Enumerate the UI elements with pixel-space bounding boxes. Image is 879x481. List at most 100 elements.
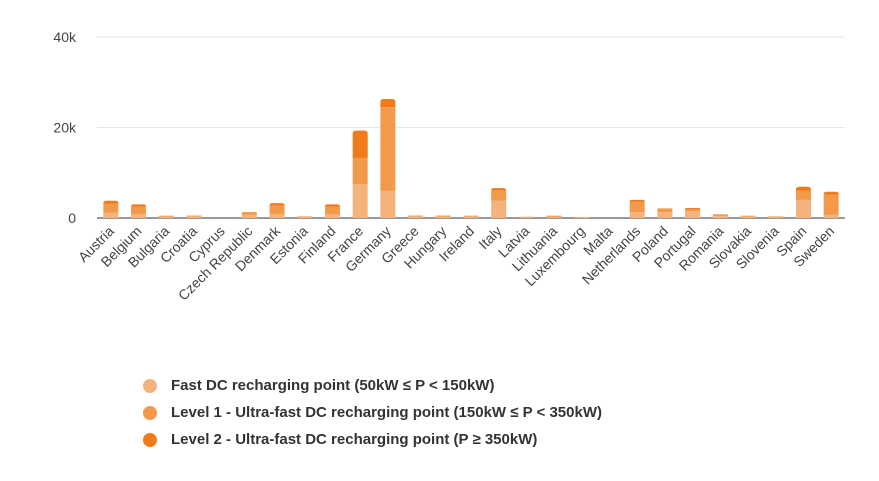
bar-stack[interactable]	[241, 212, 257, 218]
bar-segment[interactable]	[324, 204, 340, 207]
bar-stack[interactable]	[186, 215, 202, 218]
bar-segment[interactable]	[297, 216, 313, 218]
bar-segment[interactable]	[768, 216, 784, 217]
bar-stack[interactable]	[269, 203, 285, 218]
bar-stack[interactable]	[324, 204, 340, 218]
bar-segment[interactable]	[823, 194, 839, 215]
bar-segment[interactable]	[712, 214, 728, 215]
bar-stack[interactable]	[297, 216, 313, 218]
bar-segment[interactable]	[629, 201, 645, 213]
bar-segment[interactable]	[491, 200, 507, 218]
bar-segment[interactable]	[241, 212, 257, 213]
bar-segment[interactable]	[269, 203, 285, 206]
bar-segment[interactable]	[768, 216, 784, 218]
bar-segment[interactable]	[795, 186, 811, 191]
bar-segment[interactable]	[491, 190, 507, 201]
bar-segment[interactable]	[740, 215, 756, 217]
bar-segment[interactable]	[408, 216, 424, 218]
bar-segment[interactable]	[629, 212, 645, 218]
bar-segment[interactable]	[657, 208, 673, 210]
bar-segment[interactable]	[352, 184, 368, 218]
bar-segment[interactable]	[574, 217, 590, 218]
bar-stack[interactable]	[131, 204, 147, 218]
bar-stack[interactable]	[768, 216, 784, 218]
bar-segment[interactable]	[463, 215, 479, 217]
bar-segment[interactable]	[380, 107, 396, 191]
bar-segment[interactable]	[186, 215, 202, 217]
bar-segment[interactable]	[685, 208, 701, 212]
bar-segment[interactable]	[324, 206, 340, 215]
bar-segment[interactable]	[352, 157, 368, 185]
bar-segment[interactable]	[823, 214, 839, 218]
bar-segment[interactable]	[103, 212, 119, 218]
bar-segment[interactable]	[186, 215, 202, 217]
bar-segment[interactable]	[518, 216, 534, 218]
bar-stack[interactable]	[435, 215, 451, 218]
bar-segment[interactable]	[158, 215, 174, 217]
legend-item-fast-dc[interactable]: Fast DC recharging point (50kW ≤ P < 150…	[143, 372, 602, 399]
bar-stack[interactable]	[740, 215, 756, 218]
bar-segment[interactable]	[546, 215, 562, 217]
bar-segment[interactable]	[491, 188, 507, 191]
bar-segment[interactable]	[823, 191, 839, 195]
bar-segment[interactable]	[103, 200, 119, 204]
bar-segment[interactable]	[463, 215, 479, 217]
bar-segment[interactable]	[269, 213, 285, 218]
bar-stack[interactable]	[408, 215, 424, 218]
bar-segment[interactable]	[657, 212, 673, 218]
bar-segment[interactable]	[158, 215, 174, 217]
bar-segment[interactable]	[297, 216, 313, 217]
bar-stack[interactable]	[685, 208, 701, 218]
bar-segment[interactable]	[435, 215, 451, 217]
bar-segment[interactable]	[685, 208, 701, 209]
bar-segment[interactable]	[740, 216, 756, 218]
bar-segment[interactable]	[131, 206, 147, 214]
legend-item-level-1[interactable]: Level 1 - Ultra-fast DC recharging point…	[143, 399, 602, 426]
bar-segment[interactable]	[712, 214, 728, 217]
bar-stack[interactable]	[491, 188, 507, 218]
bar-segment[interactable]	[380, 190, 396, 218]
bar-stack[interactable]	[574, 217, 590, 219]
bar-segment[interactable]	[324, 214, 340, 218]
bar-segment[interactable]	[269, 205, 285, 214]
bar-segment[interactable]	[657, 209, 673, 213]
bar-segment[interactable]	[352, 130, 368, 158]
bar-segment[interactable]	[241, 214, 257, 218]
bar-segment[interactable]	[103, 203, 119, 213]
bar-segment[interactable]	[297, 217, 313, 218]
bar-segment[interactable]	[518, 217, 534, 218]
bar-segment[interactable]	[518, 216, 534, 218]
bar-segment[interactable]	[158, 216, 174, 218]
bar-segment[interactable]	[380, 98, 396, 108]
bar-stack[interactable]	[103, 200, 119, 218]
bar-segment[interactable]	[131, 204, 147, 207]
bar-stack[interactable]	[158, 215, 174, 218]
bar-stack[interactable]	[629, 199, 645, 218]
bar-segment[interactable]	[685, 211, 701, 218]
bar-segment[interactable]	[795, 199, 811, 218]
bar-stack[interactable]	[518, 216, 534, 218]
bar-segment[interactable]	[186, 216, 202, 218]
bar-segment[interactable]	[435, 215, 451, 217]
bar-segment[interactable]	[712, 216, 728, 218]
bar-segment[interactable]	[795, 190, 811, 200]
bar-stack[interactable]	[352, 130, 368, 218]
legend-item-level-2[interactable]: Level 2 - Ultra-fast DC recharging point…	[143, 426, 602, 453]
bar-stack[interactable]	[823, 191, 839, 218]
bar-stack[interactable]	[795, 186, 811, 218]
bar-stack[interactable]	[657, 208, 673, 218]
bar-segment[interactable]	[463, 216, 479, 218]
bar-segment[interactable]	[546, 216, 562, 218]
bar-segment[interactable]	[408, 215, 424, 217]
bar-stack[interactable]	[380, 98, 396, 218]
bar-segment[interactable]	[435, 216, 451, 218]
bar-segment[interactable]	[629, 199, 645, 202]
bar-segment[interactable]	[768, 217, 784, 218]
bar-segment[interactable]	[546, 215, 562, 217]
bar-segment[interactable]	[574, 217, 590, 219]
bar-segment[interactable]	[574, 217, 590, 218]
bar-stack[interactable]	[546, 215, 562, 218]
bar-segment[interactable]	[241, 212, 257, 215]
bar-stack[interactable]	[712, 214, 728, 218]
bar-stack[interactable]	[463, 215, 479, 218]
